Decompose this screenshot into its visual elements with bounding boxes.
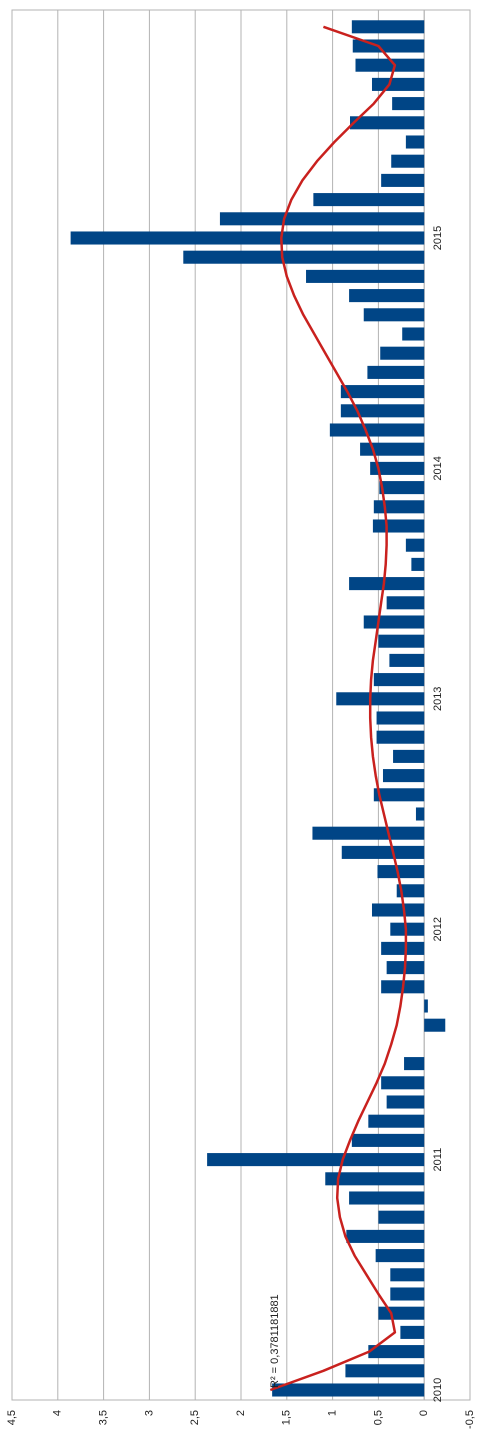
bar (377, 865, 425, 879)
bar (349, 577, 425, 591)
bar (325, 1172, 425, 1186)
x-tick-label: 2013 (432, 687, 444, 711)
bar (368, 1345, 425, 1359)
bar (424, 999, 428, 1013)
bar (349, 1191, 425, 1205)
bar (381, 1076, 425, 1090)
bar (351, 20, 425, 34)
trend-line (269, 25, 408, 1392)
bar (424, 1018, 446, 1032)
bar (400, 1325, 425, 1339)
x-tick-label: 2011 (432, 1148, 444, 1172)
bar (390, 1268, 425, 1282)
bar (346, 1229, 425, 1243)
bar (378, 1210, 425, 1224)
bar (329, 423, 425, 437)
bar (379, 481, 425, 495)
bar (370, 461, 425, 475)
bar (381, 173, 425, 187)
x-tick-label: 2015 (432, 226, 444, 250)
y-tick-label: -0,5 (464, 1410, 476, 1429)
bar (306, 269, 425, 283)
bar (411, 557, 425, 571)
bar (313, 193, 425, 207)
bar (363, 308, 425, 322)
bar (373, 673, 425, 687)
bar (375, 1249, 425, 1263)
bar (396, 884, 425, 898)
bar (390, 1287, 425, 1301)
bar (380, 346, 425, 360)
bar (360, 442, 425, 456)
y-tick-label: 4 (52, 1410, 64, 1416)
bar (367, 365, 425, 379)
bar (386, 1095, 425, 1109)
y-tick-label: 1 (327, 1410, 339, 1416)
bar (373, 500, 425, 514)
x-tick-label: 2010 (432, 1378, 444, 1402)
bar (345, 1364, 425, 1378)
bar (373, 788, 425, 802)
y-tick-label: 3 (143, 1410, 155, 1416)
bar (219, 212, 425, 226)
bar (371, 77, 425, 91)
bar (372, 519, 425, 533)
y-tick-label: 2 (235, 1410, 247, 1416)
bar (376, 711, 425, 725)
bar (341, 845, 425, 859)
bar (376, 730, 425, 744)
bar (391, 154, 425, 168)
trend-label: R² = 0,3781181881 (269, 1294, 281, 1388)
bar (386, 596, 425, 610)
y-tick-label: 1,5 (281, 1410, 293, 1425)
y-tick-label: 4,5 (6, 1410, 18, 1425)
bar (393, 749, 425, 763)
bar (272, 1383, 425, 1397)
bar (415, 807, 425, 821)
bar (368, 1114, 425, 1128)
plot-frame (11, 9, 471, 1401)
bar (351, 1133, 425, 1147)
bar (336, 692, 425, 706)
bar (390, 922, 425, 936)
rotated-plot: -0,5 0 0,5 1 1,5 2 2,5 3 3,5 4 4,5 2010 2011 2012 2013… (6, 9, 476, 1429)
bar (405, 135, 425, 149)
bar (402, 327, 425, 341)
bar (207, 1153, 425, 1167)
y-tick-label: 0 (418, 1410, 430, 1416)
bar (404, 1057, 425, 1071)
bar (355, 58, 425, 72)
bar (381, 941, 425, 955)
bar (389, 653, 425, 667)
bar (363, 615, 425, 629)
x-tick-label: 2014 (432, 456, 444, 480)
bar (382, 769, 425, 783)
x-tick-label: 2012 (432, 917, 444, 941)
bar (183, 250, 425, 264)
y-tick-label: 0,5 (372, 1410, 384, 1425)
bar (340, 385, 425, 399)
bar (378, 1306, 425, 1320)
bar (392, 97, 425, 111)
bar (312, 826, 425, 840)
bar (70, 231, 425, 245)
y-tick-label: 2,5 (189, 1410, 201, 1425)
bar (371, 903, 425, 917)
bar (349, 289, 425, 303)
bar (350, 116, 425, 130)
bar (378, 634, 425, 648)
y-tick-label: 3,5 (98, 1410, 110, 1425)
bar (405, 538, 425, 552)
bar (340, 404, 425, 418)
